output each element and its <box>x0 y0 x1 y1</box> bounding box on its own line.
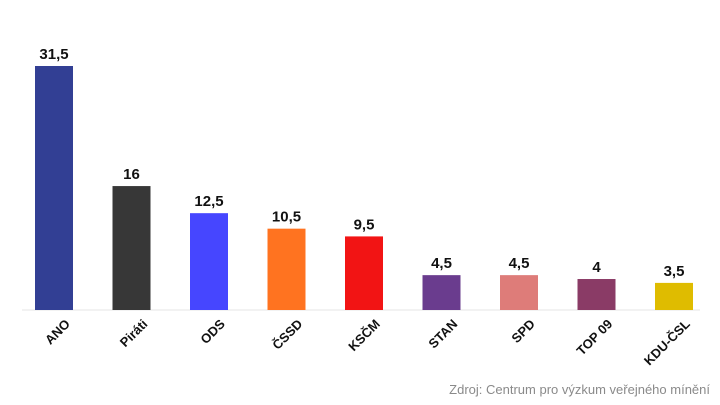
value-label-stan: 4,5 <box>431 255 452 272</box>
x-tick-label-ods: ODS <box>197 316 228 347</box>
bar-stan <box>422 275 461 310</box>
bar-piráti <box>112 186 151 310</box>
bar-kdu-čsl <box>655 282 693 310</box>
x-tick-label-čssd: ČSSD <box>269 316 305 352</box>
value-label-ksčm: 9,5 <box>354 216 375 233</box>
x-tick-label-ano: ANO <box>42 316 73 347</box>
x-tick-label-kdu-čsl: KDU-ČSL <box>641 316 693 368</box>
bar-top-09 <box>577 279 616 310</box>
bar-ano <box>35 66 73 310</box>
x-tick-label-piráti: Piráti <box>117 316 151 350</box>
value-label-ods: 12,5 <box>194 193 223 210</box>
x-tick-label-stan: STAN <box>425 316 460 351</box>
value-label-kdu-čsl: 3,5 <box>664 263 685 280</box>
value-label-piráti: 16 <box>123 166 140 183</box>
bar-spd <box>500 275 538 310</box>
value-label-ano: 31,5 <box>39 46 68 63</box>
value-label-čssd: 10,5 <box>272 209 301 226</box>
x-tick-label-ksčm: KSČM <box>345 316 383 354</box>
x-tick-label-spd: SPD <box>508 316 538 346</box>
bar-ksčm <box>345 236 383 310</box>
bar-čssd <box>267 228 306 310</box>
value-label-spd: 4,5 <box>509 255 530 272</box>
bar-ods <box>190 213 228 310</box>
source-note: Zdroj: Centrum pro výzkum veřejného míně… <box>449 382 710 397</box>
x-tick-label-top-09: TOP 09 <box>573 316 615 358</box>
value-label-top-09: 4 <box>592 259 601 276</box>
